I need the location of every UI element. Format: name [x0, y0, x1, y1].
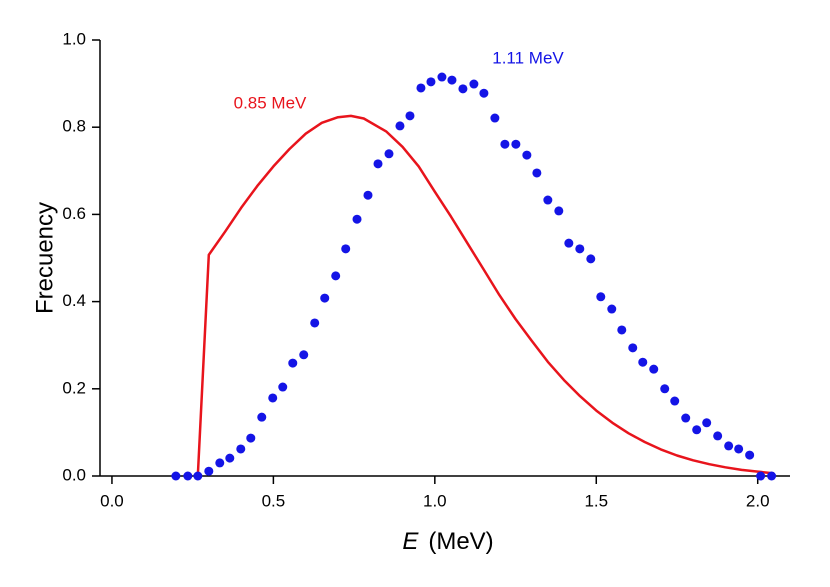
point: [617, 325, 627, 335]
point: [395, 121, 405, 131]
line: [196, 114, 775, 477]
point: [268, 393, 278, 403]
point: [299, 350, 309, 360]
point: [288, 358, 298, 368]
point: [352, 214, 362, 224]
point: [341, 244, 351, 254]
point: [469, 79, 479, 89]
point: [416, 83, 426, 93]
x-axis-variable: E: [402, 528, 419, 555]
y-tick-label: 0.8: [62, 117, 86, 136]
point: [490, 113, 500, 123]
point: [500, 139, 510, 149]
point: [660, 384, 670, 394]
point: [745, 450, 755, 460]
point: [713, 431, 723, 441]
x-tick-label: 0.5: [262, 491, 286, 510]
point: [320, 293, 330, 303]
point: [670, 396, 680, 406]
series-label: 1.11 MeV: [492, 48, 564, 67]
point: [405, 111, 415, 121]
point: [543, 195, 553, 205]
x-tick-label: 1.5: [584, 491, 608, 510]
point: [171, 471, 181, 481]
point: [692, 425, 702, 435]
point: [564, 238, 574, 248]
y-axis-label: Frecuency: [31, 202, 58, 314]
x-axis-label: E (MeV): [402, 528, 493, 555]
series-label: 0.85 MeV: [234, 93, 307, 112]
point: [532, 168, 542, 178]
point: [278, 382, 288, 392]
point: [183, 471, 193, 481]
point: [193, 471, 203, 481]
point: [246, 433, 256, 443]
point: [767, 471, 777, 481]
point: [384, 149, 394, 159]
point: [363, 190, 373, 200]
point: [479, 88, 489, 98]
point: [373, 159, 383, 169]
x-tick-label: 1.0: [423, 491, 447, 510]
y-tick-label: 0.2: [62, 378, 86, 397]
x-axis-unit: (MeV): [428, 528, 493, 555]
point: [522, 150, 532, 160]
point: [638, 357, 648, 367]
point: [575, 244, 585, 254]
point: [628, 343, 638, 353]
point: [511, 139, 521, 149]
y-tick-label: 1.0: [62, 29, 86, 48]
x-tick-label: 0.0: [100, 491, 124, 510]
point: [331, 271, 341, 281]
y-tick-label: 0.0: [62, 465, 86, 484]
point: [236, 444, 246, 454]
point: [447, 75, 457, 85]
x-tick-label: 2.0: [746, 491, 770, 510]
point: [437, 72, 447, 82]
point: [586, 254, 596, 264]
point: [756, 471, 766, 481]
point: [204, 466, 214, 476]
point: [596, 292, 606, 302]
point: [554, 206, 564, 216]
y-tick-label: 0.4: [62, 291, 86, 310]
point: [702, 418, 712, 428]
point: [426, 77, 436, 87]
point: [724, 441, 734, 451]
point: [257, 412, 267, 422]
point: [607, 304, 617, 314]
point: [649, 364, 659, 374]
point: [310, 318, 320, 328]
point: [458, 84, 468, 94]
point: [225, 453, 235, 463]
point: [681, 413, 691, 423]
point: [215, 458, 225, 468]
point: [734, 444, 744, 454]
y-tick-label: 0.6: [62, 204, 86, 223]
